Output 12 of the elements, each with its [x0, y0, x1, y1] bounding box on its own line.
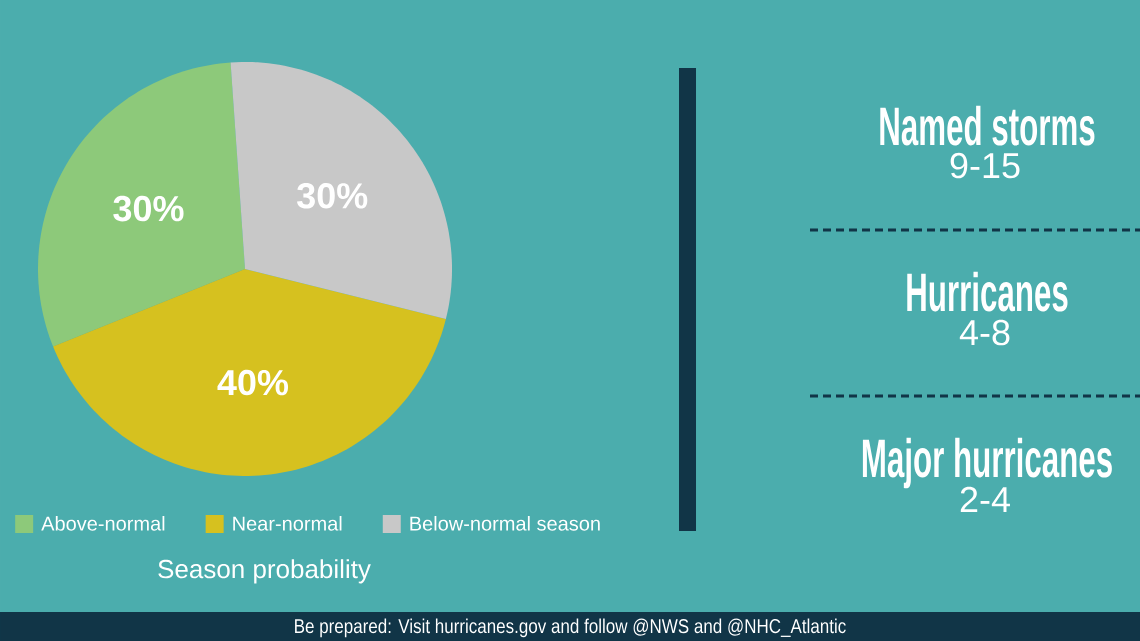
text: Be prepared: Visit hurricanes.gov and follow @NWS and @NHC_Atlantic [295, 618, 846, 638]
data-label: 40% [217, 369, 289, 396]
text: Season probability [158, 559, 371, 584]
data-label: 30% [113, 195, 184, 222]
legend-label: Near-normal [233, 516, 342, 531]
text: 4-8 [959, 319, 1010, 346]
text: Named storms [880, 105, 1095, 146]
legend-label: Below-normal season [410, 516, 600, 531]
text: Hurricanes [907, 271, 1068, 312]
legend-label: Above-normal [41, 516, 165, 531]
text: 9-15 [950, 152, 1020, 179]
text: 2-4 [960, 486, 1010, 512]
